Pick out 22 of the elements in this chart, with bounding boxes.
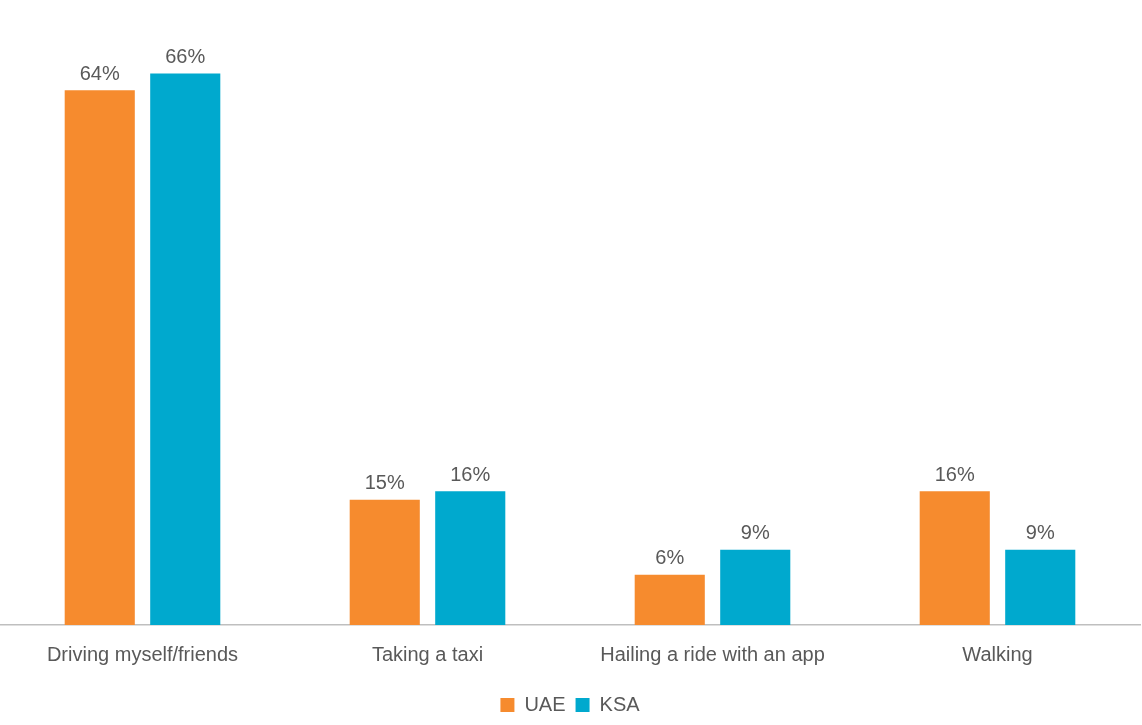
legend-label: UAE <box>524 692 566 715</box>
bar <box>1005 549 1076 625</box>
data-label: 15% <box>364 471 405 494</box>
x-tick-label: Walking <box>962 642 1033 665</box>
x-tick-label: Driving myself/friends <box>46 642 239 665</box>
bar <box>64 90 135 625</box>
bar <box>150 73 221 625</box>
x-tick-label: Hailing a ride with an app <box>600 642 825 665</box>
data-label: 16% <box>934 462 975 485</box>
data-label: 66% <box>165 44 206 67</box>
bar <box>634 574 705 625</box>
data-label: 6% <box>655 546 685 569</box>
legend-label: KSA <box>599 692 641 715</box>
bar <box>919 491 990 625</box>
data-label: 64% <box>79 61 120 84</box>
data-label: 9% <box>740 521 770 544</box>
data-label: 16% <box>450 462 491 485</box>
bar <box>349 499 420 625</box>
bar <box>435 491 506 625</box>
data-label: 9% <box>1025 521 1055 544</box>
bar <box>720 549 791 625</box>
x-tick-label: Taking a taxi <box>371 642 484 665</box>
